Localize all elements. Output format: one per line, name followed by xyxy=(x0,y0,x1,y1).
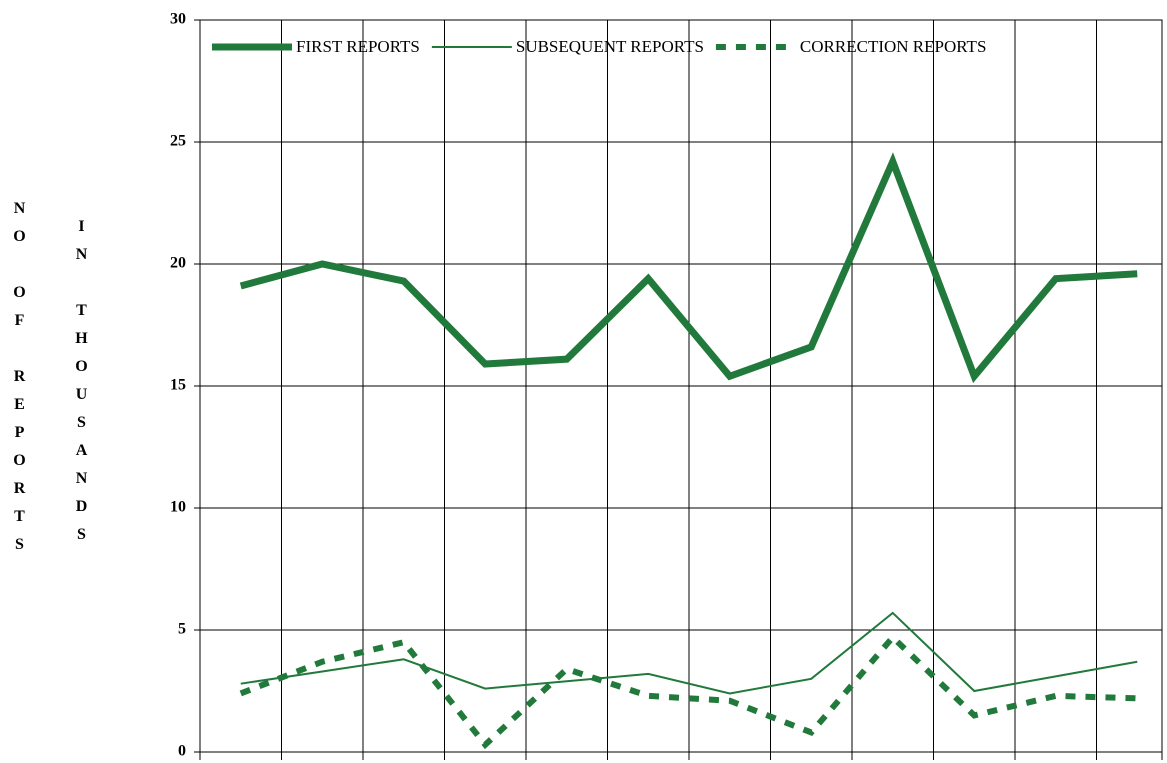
y-tick-label: 10 xyxy=(170,499,186,516)
y-axis-label: IN THOUSANDS xyxy=(73,218,90,554)
legend-label: FIRST REPORTS xyxy=(296,37,420,56)
y-tick-label: 15 xyxy=(170,377,186,394)
y-axis-label: NO OF REPORTS xyxy=(11,200,28,564)
y-tick-label: 20 xyxy=(170,255,186,272)
legend-label: SUBSEQUENT REPORTS xyxy=(516,37,704,56)
series-line xyxy=(239,152,1138,384)
y-tick-label: 30 xyxy=(170,11,186,28)
legend-label: CORRECTION REPORTS xyxy=(800,37,986,56)
series-line xyxy=(240,611,1138,695)
y-tick-label: 25 xyxy=(170,133,186,150)
series-line xyxy=(239,632,1138,750)
y-tick-label: 0 xyxy=(178,743,186,760)
y-tick-label: 5 xyxy=(178,621,186,638)
plot-frame xyxy=(199,19,1163,753)
